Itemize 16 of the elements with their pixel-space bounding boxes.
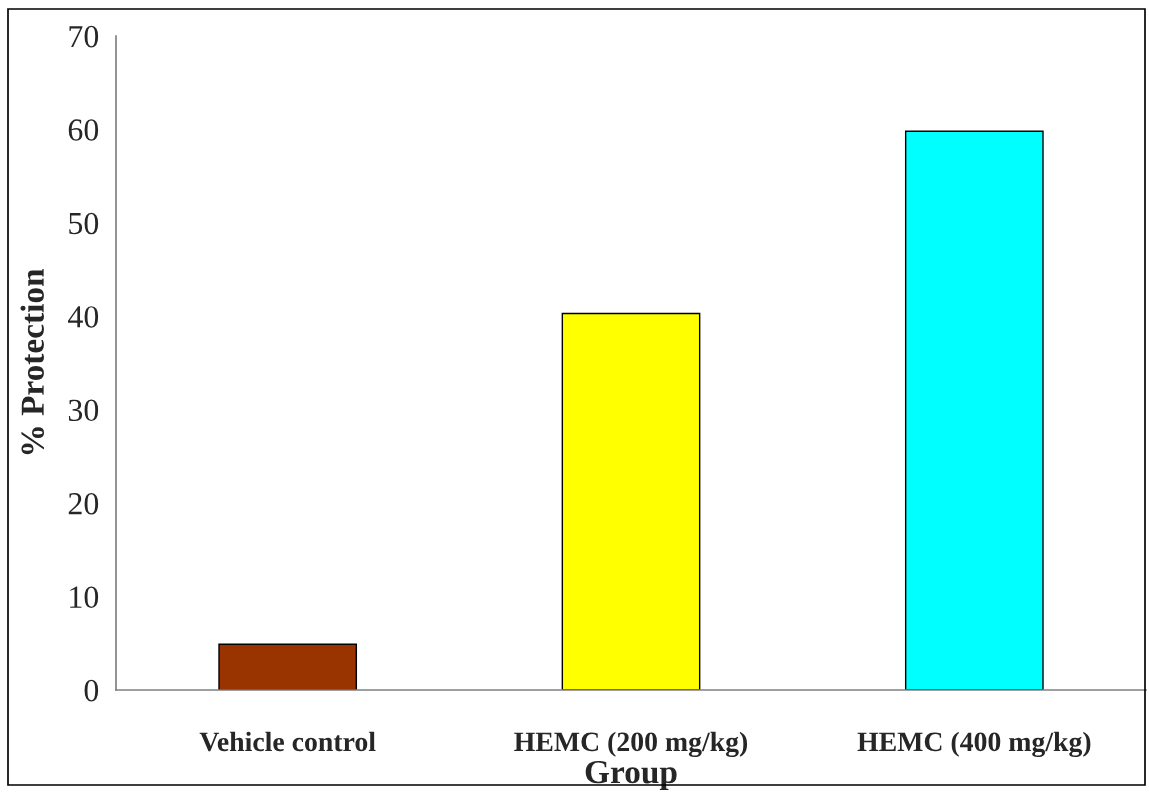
x-tick-label: HEMC (400 mg/kg) [857,731,1091,758]
x-axis-title: Group [585,760,677,791]
x-tick-label: HEMC (200 mg/kg) [514,731,748,758]
y-tick-label: 40 [68,306,99,328]
y-tick-label: 70 [69,25,99,48]
x-tick-label: Vehicle control [199,731,376,752]
bar [561,312,701,690]
y-tick-label: 30 [68,399,99,422]
bar [904,130,1044,690]
y-tick-label: 20 [68,492,99,515]
bar [218,643,358,690]
y-tick-label: 0 [84,679,99,702]
y-tick-label: 60 [68,119,99,141]
y-axis-title: % Protection [20,268,45,455]
y-tick-label: 10 [70,586,99,608]
y-tick-label: 50 [69,212,99,235]
